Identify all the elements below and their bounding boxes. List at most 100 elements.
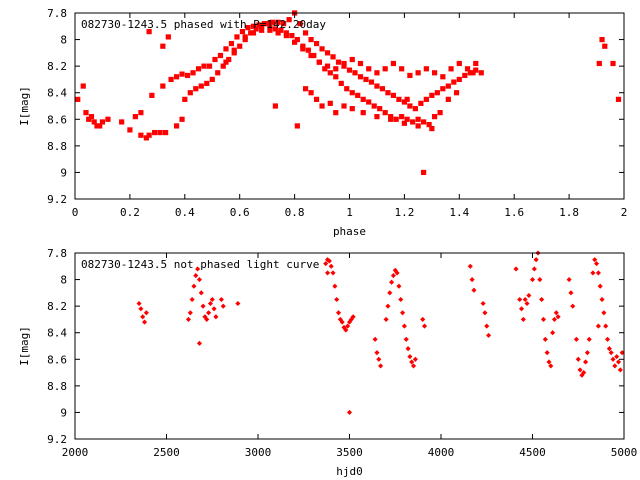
y-tick-label: 8.2 — [47, 60, 67, 73]
data-point — [396, 283, 402, 289]
data-point — [473, 60, 479, 67]
data-point — [206, 310, 212, 316]
data-point — [595, 270, 601, 276]
data-point — [371, 103, 377, 109]
data-point — [343, 327, 349, 333]
data-point — [366, 66, 372, 72]
data-point — [604, 336, 611, 342]
plot-frame — [74, 12, 625, 200]
data-point — [615, 96, 622, 102]
data-point — [193, 86, 199, 92]
data-point — [339, 319, 345, 325]
y-tick-label: 7.8 — [47, 247, 67, 260]
data-point — [83, 110, 89, 116]
data-point — [335, 59, 342, 65]
data-point — [105, 116, 111, 122]
data-point — [349, 56, 355, 63]
y-axis-label: I[mag] — [18, 86, 31, 126]
data-point — [346, 67, 353, 73]
data-point — [173, 74, 180, 80]
data-point — [412, 106, 418, 112]
data-point — [374, 83, 380, 89]
data-point — [223, 59, 229, 65]
data-point — [566, 277, 572, 283]
data-point — [184, 72, 191, 79]
data-point — [606, 346, 612, 352]
data-point — [237, 43, 243, 49]
y-tick-label: 8 — [60, 34, 67, 47]
data-point — [412, 356, 418, 362]
data-point — [259, 23, 265, 29]
data-point — [597, 283, 603, 289]
data-point — [555, 314, 561, 320]
data-point — [162, 129, 169, 136]
data-point — [324, 270, 331, 276]
data-point — [548, 363, 554, 369]
data-point — [407, 72, 413, 79]
data-point — [599, 36, 605, 43]
data-point — [300, 43, 306, 49]
data-point — [601, 310, 607, 316]
data-point — [211, 306, 217, 312]
data-point — [333, 66, 339, 72]
data-point — [86, 116, 92, 122]
x-tick-label: 2 — [621, 206, 628, 219]
data-point — [520, 316, 526, 322]
data-point — [231, 47, 237, 53]
data-point — [599, 296, 605, 303]
data-point — [313, 96, 320, 102]
data-point — [213, 314, 219, 320]
data-point — [209, 296, 215, 303]
data-point — [420, 316, 426, 322]
data-point — [140, 314, 146, 320]
data-point — [396, 96, 402, 102]
data-point — [608, 350, 614, 356]
x-tick-label: 4500 — [519, 446, 546, 459]
data-point — [185, 316, 192, 322]
y-axis-label: I[mag] — [18, 326, 31, 366]
data-point — [540, 316, 547, 322]
data-point — [456, 76, 462, 83]
data-point — [610, 356, 616, 362]
data-point — [357, 74, 364, 80]
data-point — [385, 90, 391, 96]
chart-title: 082730-1243.5 not phased light curve — [81, 258, 319, 271]
data-point — [440, 86, 446, 92]
data-point — [215, 70, 221, 76]
data-point — [256, 22, 262, 28]
data-point — [421, 169, 427, 176]
data-point — [209, 76, 215, 83]
data-point — [379, 86, 386, 92]
data-point — [146, 29, 152, 35]
data-point — [374, 70, 380, 76]
x-tick-label: 0 — [72, 206, 79, 219]
data-point — [529, 277, 536, 283]
data-point — [270, 19, 276, 25]
data-point — [415, 123, 421, 129]
data-point — [596, 60, 602, 67]
data-point — [200, 303, 206, 309]
data-point — [138, 306, 144, 312]
data-point — [226, 56, 232, 63]
data-point — [207, 300, 213, 307]
data-point — [390, 273, 396, 279]
data-point — [308, 36, 314, 43]
data-point — [518, 306, 525, 312]
data-point — [352, 70, 358, 76]
data-point — [614, 354, 620, 360]
y-tick-label: 8.8 — [47, 380, 67, 393]
data-point — [451, 79, 457, 85]
data-point — [553, 310, 559, 316]
data-point — [610, 60, 616, 67]
data-point — [292, 39, 298, 45]
data-point — [470, 70, 476, 76]
data-point — [182, 96, 188, 102]
data-point — [223, 46, 229, 52]
data-point — [294, 123, 300, 129]
data-point — [198, 290, 204, 296]
data-point — [286, 17, 292, 23]
data-point — [400, 310, 406, 316]
data-point — [388, 114, 394, 120]
data-point — [335, 310, 342, 316]
